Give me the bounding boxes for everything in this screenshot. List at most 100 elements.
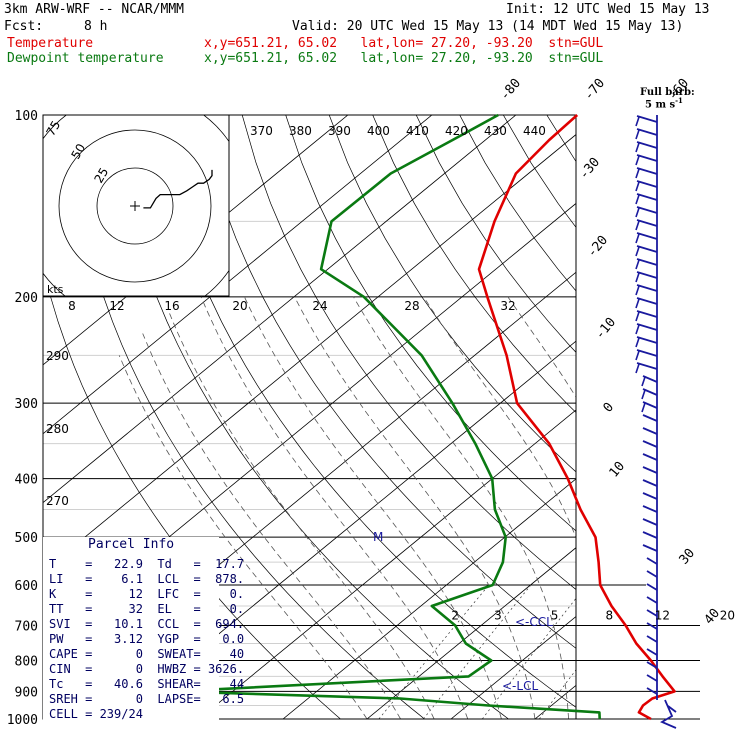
wind-barb bbox=[642, 531, 658, 539]
barb-legend-line1: Full barb: bbox=[640, 87, 695, 98]
parcel-info-row: T = 22.9 Td = 17.7 bbox=[49, 557, 245, 571]
isotherm-line bbox=[282, 478, 576, 719]
isotherm-label: -70 bbox=[581, 76, 608, 104]
mixing-ratio-label: 8 bbox=[605, 608, 613, 622]
hodograph-unit-label: kts bbox=[47, 283, 64, 296]
hodograph-axis-label: 16 bbox=[164, 299, 179, 313]
wind-barb bbox=[642, 375, 658, 383]
dry-adiabat-line bbox=[67, 115, 426, 719]
wind-barb bbox=[642, 505, 658, 513]
wind-barb bbox=[642, 440, 658, 448]
moist-adiabat-line bbox=[737, 297, 740, 719]
wind-barb-flag bbox=[635, 298, 640, 309]
wind-barb-flag bbox=[635, 350, 640, 361]
temperature-profile-line bbox=[477, 114, 676, 721]
wind-barb bbox=[636, 141, 658, 149]
wind-barb-flag bbox=[635, 155, 640, 166]
hodograph-axis-label: 8 bbox=[68, 299, 76, 313]
theta-label: 420 bbox=[445, 124, 468, 138]
lcl-marker: <-LCL bbox=[502, 679, 538, 693]
wind-barb-flag bbox=[635, 324, 640, 335]
isotherm-label: -10 bbox=[593, 315, 620, 343]
parcel-info-row: K = 12 LFC = 0. bbox=[49, 587, 245, 601]
pressure-tick-label: 700 bbox=[15, 619, 38, 634]
parcel-info-row: CIN = 0 HWBZ = 3626. bbox=[49, 662, 245, 676]
theta-label: 370 bbox=[250, 124, 273, 138]
hodograph-ring-label: 25 bbox=[91, 165, 111, 185]
isotherm-line bbox=[450, 616, 576, 719]
wind-barb bbox=[636, 219, 658, 227]
isotherm-line bbox=[43, 134, 576, 572]
parcel-info-panel: Parcel Info T = 22.9 Td = 17.7 LI = 6.1 L… bbox=[43, 537, 244, 734]
wind-barb bbox=[642, 427, 658, 435]
pressure-tick-label: 500 bbox=[15, 531, 38, 546]
parcel-info-row: LI = 6.1 LCL = 878. bbox=[49, 572, 245, 586]
parcel-info-row: SVI = 10.1 CCL = 694. bbox=[49, 617, 245, 631]
hodograph-trace bbox=[143, 169, 213, 209]
init-time: Init: 12 UTC Wed 15 May 13 bbox=[506, 2, 710, 17]
dewpoint-legend: Dewpoint temperature bbox=[7, 51, 164, 66]
moist-adiabat-line bbox=[167, 309, 435, 719]
wind-barb bbox=[642, 466, 658, 474]
wind-barb bbox=[636, 310, 658, 318]
isotherm-line bbox=[534, 684, 576, 719]
pressure-tick-label: 100 bbox=[15, 109, 38, 124]
isotherm-label: -30 bbox=[577, 155, 604, 183]
pressure-tick-label: 600 bbox=[15, 579, 38, 594]
isotherm-line bbox=[43, 115, 433, 435]
wind-barb bbox=[646, 687, 658, 695]
moist-adiabat-line bbox=[294, 296, 536, 719]
wind-barb bbox=[636, 206, 658, 214]
wind-barb-flag bbox=[635, 181, 640, 192]
hodograph-axis-label: 20 bbox=[232, 299, 247, 313]
mixing-ratio-label: 5 bbox=[551, 608, 559, 622]
moist-adiabat-line bbox=[353, 296, 569, 719]
dry-adiabat-line bbox=[721, 115, 740, 729]
hodograph-axis-label: 12 bbox=[109, 299, 124, 313]
moist-adiabat-line bbox=[200, 296, 469, 719]
wind-barb bbox=[636, 128, 658, 136]
wind-barb bbox=[636, 297, 658, 305]
wind-barb bbox=[646, 622, 658, 630]
wind-barb-flag bbox=[635, 220, 640, 231]
wind-barb bbox=[642, 479, 658, 487]
wind-barb-flag bbox=[635, 272, 640, 283]
wind-barb-flag bbox=[635, 168, 640, 179]
theta-label: 430 bbox=[484, 124, 507, 138]
model-title: 3km ARW-WRF -- NCAR/MMM bbox=[4, 2, 185, 17]
dry-adiabat-line bbox=[502, 115, 576, 228]
dry-adiabat-line bbox=[590, 115, 740, 729]
dry-adiabat-line bbox=[677, 115, 740, 729]
mixing-ratio-line bbox=[423, 584, 532, 719]
forecast-label: Fcst: bbox=[4, 19, 44, 34]
wind-barb-flag bbox=[635, 285, 640, 296]
dry-adiabat-line bbox=[111, 115, 510, 719]
isotherm-line bbox=[198, 409, 576, 719]
hodograph-ring bbox=[96, 167, 174, 245]
wind-barb-flag bbox=[635, 142, 640, 153]
wind-barb bbox=[636, 180, 658, 188]
pressure-tick-label: 1000 bbox=[7, 713, 38, 728]
hodograph-axis-label: 32 bbox=[500, 299, 515, 313]
wind-barb-cluster bbox=[660, 699, 677, 729]
pressure-tick-label: 200 bbox=[15, 291, 38, 306]
isotherm-label: 10 bbox=[607, 459, 629, 481]
isotherm-line bbox=[43, 115, 517, 504]
dry-adiabat-line bbox=[328, 115, 576, 473]
wind-barb-flag bbox=[635, 259, 640, 270]
wind-barb bbox=[646, 674, 658, 682]
barb-legend-unit: 5 m s bbox=[645, 99, 676, 111]
wind-barb bbox=[636, 167, 658, 175]
theta-label-left: 270 bbox=[46, 494, 69, 508]
wind-barb bbox=[636, 284, 658, 292]
hodograph-axis-label: 28 bbox=[404, 299, 419, 313]
wind-barb bbox=[636, 336, 658, 344]
parcel-info-row: Tc = 40.6 SHEAR= 44 bbox=[49, 677, 245, 691]
isotherm-label: 30 bbox=[677, 546, 699, 568]
wind-barb-flag bbox=[635, 116, 640, 127]
mixing-ratio-line bbox=[539, 669, 576, 719]
wind-barb bbox=[636, 193, 658, 201]
wind-barb bbox=[636, 245, 658, 253]
moist-adiabat-line bbox=[142, 333, 401, 719]
wind-barb bbox=[642, 414, 658, 422]
